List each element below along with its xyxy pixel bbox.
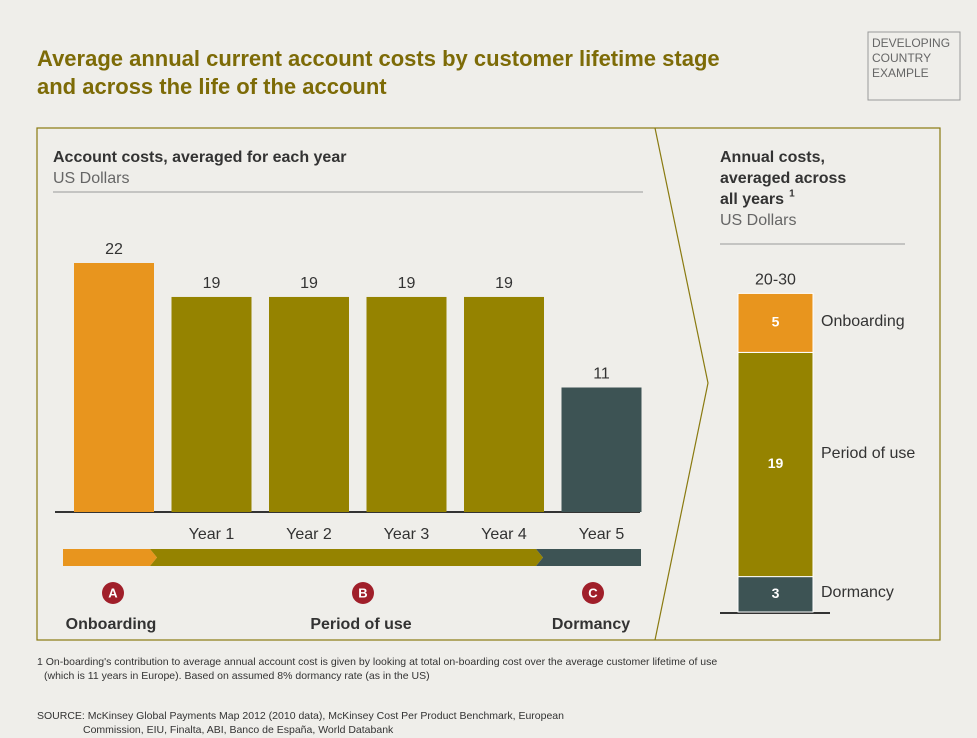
stage-strip — [63, 549, 157, 566]
stage-label: Dormancy — [552, 616, 630, 633]
segment-label: 19 — [768, 455, 784, 471]
chart-title: all years — [720, 191, 784, 208]
tag: EXAMPLE — [872, 66, 929, 80]
x-tick-label: Year 2 — [286, 526, 332, 543]
value-label: 19 — [398, 275, 416, 292]
value-label: 19 — [203, 275, 221, 292]
stage-badge — [582, 582, 604, 604]
value-label: 19 — [495, 275, 513, 292]
source: SOURCE: McKinsey Global Payments Map 201… — [37, 710, 564, 722]
legend-label: Onboarding — [821, 312, 905, 330]
stage-strip — [536, 549, 641, 566]
x-tick-label: Year 1 — [189, 526, 235, 543]
chart-subtitle: US Dollars — [720, 212, 796, 229]
value-label: 11 — [593, 366, 610, 383]
stage-letter: B — [358, 585, 367, 600]
tag-box — [867, 31, 961, 101]
tag: DEVELOPING — [872, 36, 950, 50]
bar — [74, 263, 154, 512]
stage-label: Period of use — [310, 616, 411, 633]
chart-subtitle: US Dollars — [53, 170, 129, 187]
bar — [561, 387, 642, 512]
footnote-marker: 1 — [789, 189, 795, 200]
bar — [269, 296, 349, 512]
stage-letter: A — [108, 585, 118, 600]
stage-badge — [102, 582, 124, 604]
chart-title: averaged across — [720, 170, 846, 187]
x-tick-label: Year 3 — [384, 526, 430, 543]
stage-strip — [150, 549, 543, 566]
footnote: (which is 11 years in Europe). Based on … — [44, 670, 430, 682]
value-label: 22 — [105, 241, 123, 258]
legend-label: Dormancy — [821, 584, 894, 602]
total-label: 20-30 — [755, 272, 796, 289]
footnote: 1 On-boarding's contribution to average … — [37, 656, 717, 668]
frame — [36, 127, 941, 641]
segment-label: 3 — [772, 585, 780, 601]
bar — [464, 296, 544, 512]
legend-entry: Dormancy — [821, 584, 894, 602]
legend-label: Period of use — [821, 444, 916, 462]
stage-letter: C — [588, 585, 598, 600]
legend-entry: Period of use — [821, 444, 916, 462]
page-title-1: Average annual current account costs by … — [37, 46, 720, 71]
chart-title: Annual costs, — [720, 149, 825, 166]
x-tick-label: Year 5 — [579, 526, 625, 543]
segment-label: 5 — [772, 314, 780, 330]
source: Commission, EIU, Finalta, ABI, Banco de … — [83, 724, 394, 736]
page-title-2: and across the life of the account — [37, 74, 387, 99]
stage-label: Onboarding — [66, 616, 157, 633]
bar-segment — [737, 576, 814, 613]
chart-title: Account costs, averaged for each year — [53, 149, 346, 166]
legend-entry: Onboarding — [821, 312, 905, 330]
stage-badge — [352, 582, 374, 604]
value-label: 19 — [300, 275, 318, 292]
bar — [366, 296, 447, 512]
tag: COUNTRY — [872, 51, 931, 65]
bar-segment — [737, 351, 814, 578]
chevron — [654, 127, 709, 641]
bar — [171, 296, 252, 512]
x-tick-label: Year 4 — [481, 526, 527, 543]
bar-segment — [737, 292, 814, 353]
